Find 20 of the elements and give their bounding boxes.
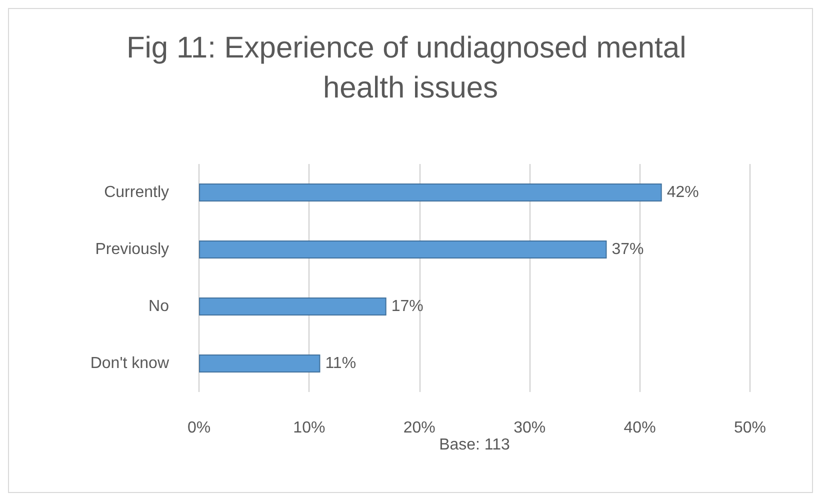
x-axis-title: Base: 113 bbox=[439, 436, 510, 454]
y-tick-label: No bbox=[148, 298, 170, 315]
x-tick-label: 20% bbox=[403, 420, 436, 436]
x-tick-label: 50% bbox=[734, 420, 766, 436]
x-tick-label: 30% bbox=[514, 420, 546, 436]
data-label: 37% bbox=[612, 241, 644, 258]
x-tick-label: 10% bbox=[293, 420, 326, 436]
y-tick-label: Previously bbox=[95, 241, 169, 258]
y-tick-label: Don't know bbox=[90, 355, 170, 372]
y-tick-label: Currently bbox=[104, 184, 169, 201]
bar bbox=[199, 240, 607, 258]
data-label: 42% bbox=[666, 184, 699, 201]
data-label: 17% bbox=[391, 298, 424, 315]
bar bbox=[199, 298, 386, 316]
data-label: 11% bbox=[325, 355, 356, 372]
bar bbox=[199, 354, 320, 372]
chart-title: Fig 11: Experience of undiagnosed mental health issues bbox=[126, 32, 695, 104]
bar bbox=[199, 184, 662, 202]
x-tick-label: 40% bbox=[624, 420, 656, 436]
x-tick-label: 0% bbox=[187, 420, 211, 436]
